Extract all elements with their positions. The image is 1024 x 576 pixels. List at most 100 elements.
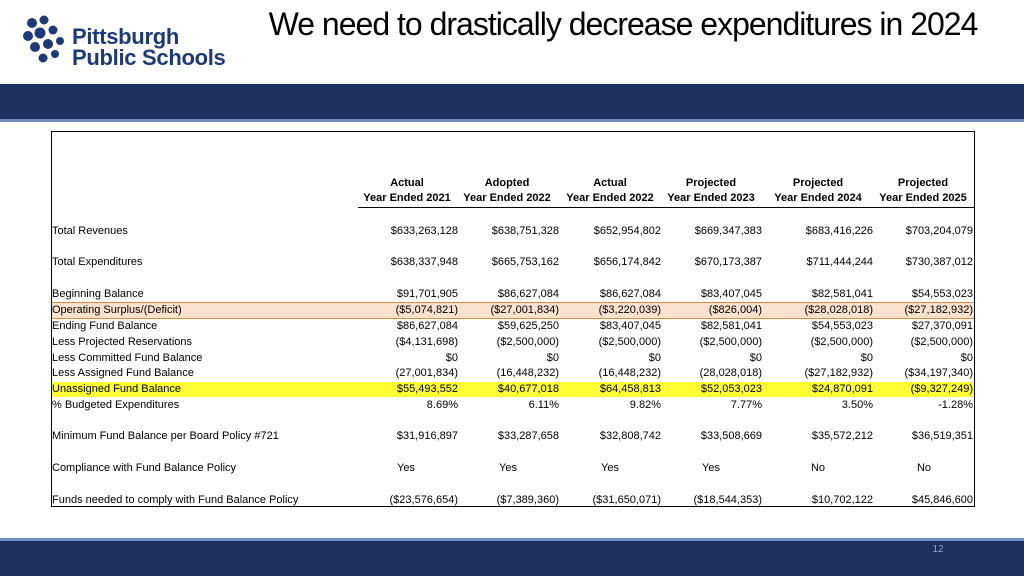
row-label: Less Assigned Fund Balance <box>52 367 194 379</box>
cell-value: $82,581,041 <box>700 320 762 332</box>
cell-value: ($34,197,340) <box>904 367 974 379</box>
cell-value: (28,028,018) <box>699 367 762 379</box>
column-header-line2: Year Ended 2022 <box>566 192 654 204</box>
cell-value: ($2,500,000) <box>810 336 873 348</box>
table-row-compliance: Compliance with Fund Balance Policy Yes … <box>52 461 974 476</box>
cell-value: $633,263,128 <box>390 225 458 237</box>
cell-value: $54,553,023 <box>811 320 873 332</box>
header-band-accent <box>0 119 1024 122</box>
column-header: Projected Year Ended 2023 <box>661 176 761 206</box>
cell-value: ($3,220,039) <box>598 304 661 316</box>
column-header: Adopted Year Ended 2022 <box>457 176 557 206</box>
cell-value: $35,572,212 <box>811 430 873 442</box>
header-band <box>0 84 1024 119</box>
logo-text-line1: Pittsburgh <box>72 24 179 49</box>
cell-value: $669,347,383 <box>694 225 762 237</box>
cell-value: Yes <box>499 462 517 474</box>
table-row-unassigned-fund-balance: Unassigned Fund Balance $55,493,552 $40,… <box>52 382 974 397</box>
table-row-total-revenues: Total Revenues $633,263,128 $638,751,328… <box>52 224 974 239</box>
table-row-assigned-fund-balance: Less Assigned Fund Balance (27,001,834) … <box>52 366 974 381</box>
cell-value: $24,870,091 <box>811 383 873 395</box>
cell-value: $33,508,669 <box>700 430 762 442</box>
cell-value: No <box>810 462 826 474</box>
pittsburgh-public-schools-logo: Pittsburgh Public Schools <box>22 14 237 74</box>
cell-value: ($2,500,000) <box>598 336 661 348</box>
table-row-total-expenditures: Total Expenditures $638,337,948 $665,753… <box>52 255 974 270</box>
cell-value: 8.69% <box>426 399 458 411</box>
cell-value: $0 <box>860 352 873 364</box>
row-label: Less Projected Reservations <box>52 336 193 348</box>
column-header: Actual Year Ended 2021 <box>357 176 457 206</box>
header-underline <box>358 207 974 208</box>
cell-value: ($18,544,353) <box>693 494 763 506</box>
cell-value: $86,627,084 <box>396 320 458 332</box>
column-header-line2: Year Ended 2024 <box>774 192 862 204</box>
cell-value: ($27,182,932) <box>904 304 974 316</box>
cell-value: $31,916,897 <box>396 430 458 442</box>
cell-value: $40,677,018 <box>497 383 559 395</box>
cell-value: $32,808,742 <box>599 430 661 442</box>
column-header: Actual Year Ended 2022 <box>560 176 660 206</box>
cell-value: $27,370,091 <box>911 320 973 332</box>
row-label: Minimum Fund Balance per Board Policy #7… <box>52 430 279 442</box>
table-row-beginning-balance: Beginning Balance $91,701,905 $86,627,08… <box>52 287 974 302</box>
cell-value: $10,702,122 <box>811 494 873 506</box>
cell-value: $83,407,045 <box>700 288 762 300</box>
row-label: Total Expenditures <box>52 256 143 268</box>
page-number: 12 <box>932 544 944 555</box>
cell-value: $703,204,079 <box>905 225 973 237</box>
column-header-line1: Adopted <box>484 177 530 189</box>
cell-value: 7.77% <box>730 399 762 411</box>
column-header: Projected Year Ended 2024 <box>768 176 868 206</box>
column-header-line2: Year Ended 2022 <box>463 192 551 204</box>
column-header-line1: Actual <box>390 177 424 189</box>
cell-value: $0 <box>445 352 458 364</box>
table-row-budgeted-expenditures-pct: % Budgeted Expenditures 8.69% 6.11% 9.82… <box>52 398 974 413</box>
row-label: Total Revenues <box>52 225 128 237</box>
table-row-committed-fund-balance: Less Committed Fund Balance $0 $0 $0 $0 … <box>52 351 974 366</box>
column-header-line1: Projected <box>685 177 737 189</box>
logo-text-line2: Public Schools <box>72 45 226 70</box>
cell-value: $711,444,244 <box>806 256 873 268</box>
cell-value: ($4,131,698) <box>395 336 458 348</box>
cell-value: ($27,182,932) <box>804 367 874 379</box>
cell-value: $45,846,600 <box>911 494 973 506</box>
row-label: Ending Fund Balance <box>52 320 158 332</box>
cell-value: $86,627,084 <box>599 288 661 300</box>
column-header: Projected Year Ended 2025 <box>873 176 973 206</box>
cell-value: ($31,650,071) <box>592 494 662 506</box>
cell-value: Yes <box>601 462 619 474</box>
cell-value: ($2,500,000) <box>496 336 559 348</box>
slide-title: We need to drastically decrease expendit… <box>268 6 979 42</box>
cell-value: 3.50% <box>841 399 873 411</box>
table-row-minimum-fund-balance: Minimum Fund Balance per Board Policy #7… <box>52 429 974 444</box>
cell-value: -1.28% <box>938 399 973 411</box>
cell-value: $33,287,658 <box>497 430 559 442</box>
cell-value: $730,387,012 <box>905 256 973 268</box>
cell-value: ($2,500,000) <box>910 336 973 348</box>
cell-value: ($2,500,000) <box>699 336 762 348</box>
cell-value: No <box>916 462 932 474</box>
column-header-line1: Projected <box>792 177 844 189</box>
cell-value: ($23,576,654) <box>389 494 459 506</box>
cell-value: ($27,001,834) <box>490 304 560 316</box>
cell-value: $0 <box>546 352 559 364</box>
column-header-line1: Projected <box>897 177 949 189</box>
row-label: Beginning Balance <box>52 288 144 300</box>
cell-value: $683,416,226 <box>805 225 873 237</box>
column-header-line2: Year Ended 2023 <box>667 192 755 204</box>
cell-value: $0 <box>960 352 973 364</box>
row-label: Less Committed Fund Balance <box>52 352 203 364</box>
cell-value: $86,627,084 <box>497 288 559 300</box>
cell-value: $55,493,552 <box>396 383 458 395</box>
column-header-line2: Year Ended 2025 <box>879 192 967 204</box>
row-label: Compliance with Fund Balance Policy <box>52 462 237 474</box>
cell-value: (27,001,834) <box>395 367 458 379</box>
row-label: Unassigned Fund Balance <box>52 383 182 395</box>
cell-value: $656,174,842 <box>593 256 661 268</box>
cell-value: Yes <box>397 462 415 474</box>
logo-mark-icon <box>23 15 64 63</box>
row-label: Funds needed to comply with Fund Balance… <box>52 494 299 506</box>
cell-value: $638,751,328 <box>491 225 559 237</box>
cell-value: $59,625,250 <box>497 320 559 332</box>
